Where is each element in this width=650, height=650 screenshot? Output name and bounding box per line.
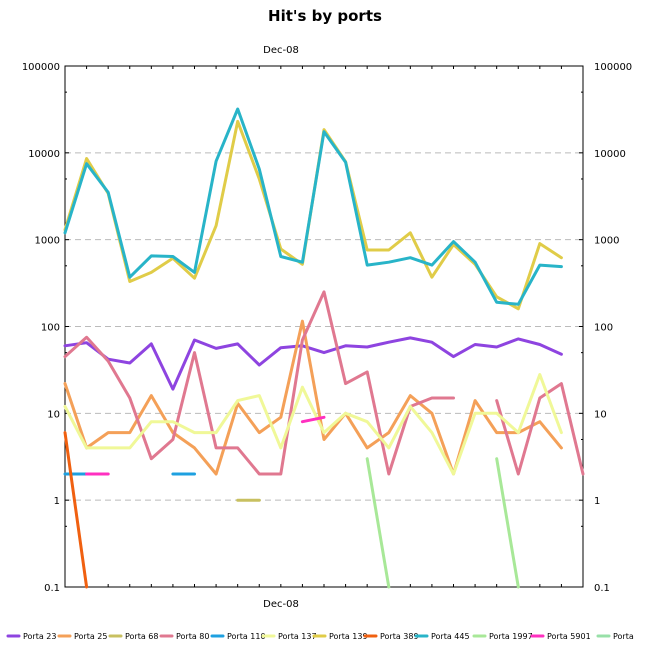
series-line-segment: [63, 107, 563, 306]
legend-label: Porta 23: [23, 632, 56, 641]
legend-label: Porta 68: [125, 632, 158, 641]
legend-label: Porta 137: [278, 632, 317, 641]
y-tick-label-right: 0.1: [594, 583, 610, 594]
legend-label: Porta 139: [329, 632, 368, 641]
series-line-segment: [365, 457, 391, 589]
series-porta-5901: [85, 415, 326, 476]
series-porta-23: [63, 336, 563, 391]
y-tick-label-right: 100000: [594, 62, 632, 73]
series-line-segment: [63, 336, 563, 391]
y-tick-label-right: 1000: [594, 236, 619, 247]
y-tick-label-right: 1: [594, 496, 600, 507]
series-line-segment: [63, 290, 455, 476]
y-tick-label-left: 1: [54, 496, 60, 507]
series-line-segment: [495, 457, 520, 589]
y-tick-label-left: 100000: [22, 62, 60, 73]
grid-layer: [65, 152, 583, 501]
series-line-segment: [300, 415, 326, 424]
legend-label: Porta 25: [74, 632, 107, 641]
y-tick-label-left: 10: [47, 409, 60, 420]
series-porta-445: [63, 107, 563, 306]
series-porta-389: [63, 431, 89, 589]
series-line-segment: [63, 431, 89, 589]
series-porta-80: [63, 290, 585, 476]
y-tick-label-left: 1000: [35, 236, 60, 247]
series-line-segment: [63, 319, 563, 476]
series-porta-25: [63, 319, 563, 476]
legend-label: Porta: [613, 632, 634, 641]
y-tick-label-left: 0.1: [44, 583, 60, 594]
legend-label: Porta 5901: [547, 632, 591, 641]
y-tick-label-left: 100: [41, 323, 60, 334]
series-porta-1997: [365, 457, 520, 589]
y-tick-label-right: 10000: [594, 149, 626, 160]
series-line-segment: [63, 373, 563, 476]
legend-label: Porta 110: [227, 632, 266, 641]
y-tick-label-left: 10000: [28, 149, 60, 160]
y-tick-label-right: 100: [594, 323, 613, 334]
series-line-segment: [495, 382, 585, 476]
chart-title: Hit's by ports: [268, 7, 382, 25]
y-tick-label-right: 10: [594, 409, 607, 420]
legend-label: Porta 445: [431, 632, 470, 641]
series-porta-137: [63, 373, 563, 476]
legend-label: Porta 1997: [489, 632, 533, 641]
legend: Porta 23 Porta 25 Porta 68 Porta 80 Porta 11…: [6, 632, 634, 641]
series-porta-139: [63, 119, 563, 311]
series-line-segment: [63, 119, 563, 311]
legend-label: Porta 80: [176, 632, 209, 641]
x-axis-top-label: Dec-08: [263, 45, 299, 56]
x-axis-bottom-label: Dec-08: [263, 599, 299, 610]
series-layer: [63, 107, 585, 589]
legend-label: Porta 389: [380, 632, 419, 641]
